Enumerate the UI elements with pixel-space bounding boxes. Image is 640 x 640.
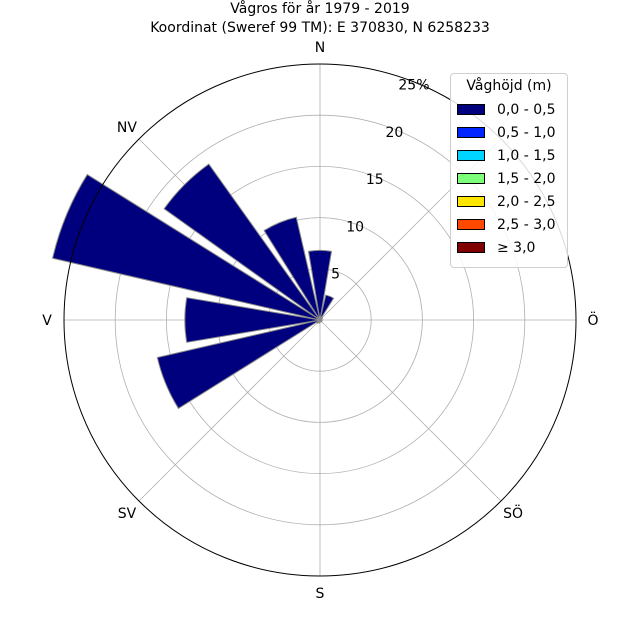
- direction-labels: N Ö SÖ S SV V NV: [42, 40, 598, 602]
- wave-rose-bars: [52, 163, 335, 410]
- chart-title-block: Vågros för år 1979 - 2019 Koordinat (Swe…: [0, 0, 640, 38]
- legend-swatch: [457, 104, 485, 115]
- legend-swatch: [457, 219, 485, 230]
- legend-item: 1,5 - 2,0: [457, 167, 561, 190]
- direction-label: NV: [117, 120, 137, 136]
- legend-swatch: [457, 242, 485, 253]
- radial-gridline: [138, 319, 321, 502]
- legend-item: ≥ 3,0: [457, 236, 561, 259]
- legend-items: 0,0 - 0,5 0,5 - 1,0 1,0 - 1,5 1,5 - 2,0 …: [457, 98, 561, 259]
- direction-label: Ö: [587, 311, 598, 329]
- radial-tick-label: 10: [346, 219, 364, 235]
- direction-label: SV: [118, 506, 137, 522]
- radial-tick-label: 20: [385, 125, 403, 141]
- radial-tick-label: 5: [331, 267, 340, 283]
- wave-rose-bar: [319, 294, 335, 321]
- legend-label: 1,5 - 2,0: [497, 170, 556, 187]
- outer-frame: [63, 63, 577, 577]
- legend-item: 1,0 - 1,5: [457, 144, 561, 167]
- direction-label: N: [315, 40, 325, 56]
- radial-tick-labels: 5 10 15 20 25%: [331, 77, 429, 282]
- radial-tick-label: 15: [366, 172, 384, 188]
- wave-rose-bar: [52, 173, 321, 321]
- legend-label: 0,5 - 1,0: [497, 124, 556, 141]
- legend-swatch: [457, 196, 485, 207]
- radial-gridring: [165, 165, 475, 475]
- legend-label: 1,0 - 1,5: [497, 147, 556, 164]
- legend-swatch: [457, 150, 485, 161]
- wave-rose-bar: [263, 216, 321, 321]
- legend-label: ≥ 3,0: [497, 239, 536, 256]
- legend-swatch: [457, 173, 485, 184]
- radial-tick-label: 25%: [398, 77, 429, 93]
- chart-title: Vågros för år 1979 - 2019: [230, 1, 410, 17]
- wave-rose-bar: [184, 297, 321, 343]
- legend-label: 2,0 - 2,5: [497, 193, 556, 210]
- legend-item: 0,0 - 0,5: [457, 98, 561, 121]
- direction-label: S: [316, 586, 325, 602]
- legend: Våghöjd (m) 0,0 - 0,5 0,5 - 1,0 1,0 - 1,…: [450, 73, 568, 268]
- radial-gridline: [319, 319, 502, 502]
- wave-rose-bar: [163, 163, 321, 321]
- wave-rose-bar: [307, 249, 333, 321]
- chart-subtitle: Koordinat (Sweref 99 TM): E 370830, N 62…: [150, 20, 490, 36]
- legend-title: Våghöjd (m): [466, 78, 552, 94]
- direction-label: SÖ: [503, 504, 523, 522]
- legend-item: 2,0 - 2,5: [457, 190, 561, 213]
- legend-swatch: [457, 127, 485, 138]
- legend-label: 2,5 - 3,0: [497, 216, 556, 233]
- wave-rose-bar: [156, 319, 321, 410]
- legend-item: 2,5 - 3,0: [457, 213, 561, 236]
- radial-gridring: [114, 114, 526, 526]
- direction-label: V: [42, 313, 52, 329]
- legend-label: 0,0 - 0,5: [497, 101, 556, 118]
- legend-item: 0,5 - 1,0: [457, 121, 561, 144]
